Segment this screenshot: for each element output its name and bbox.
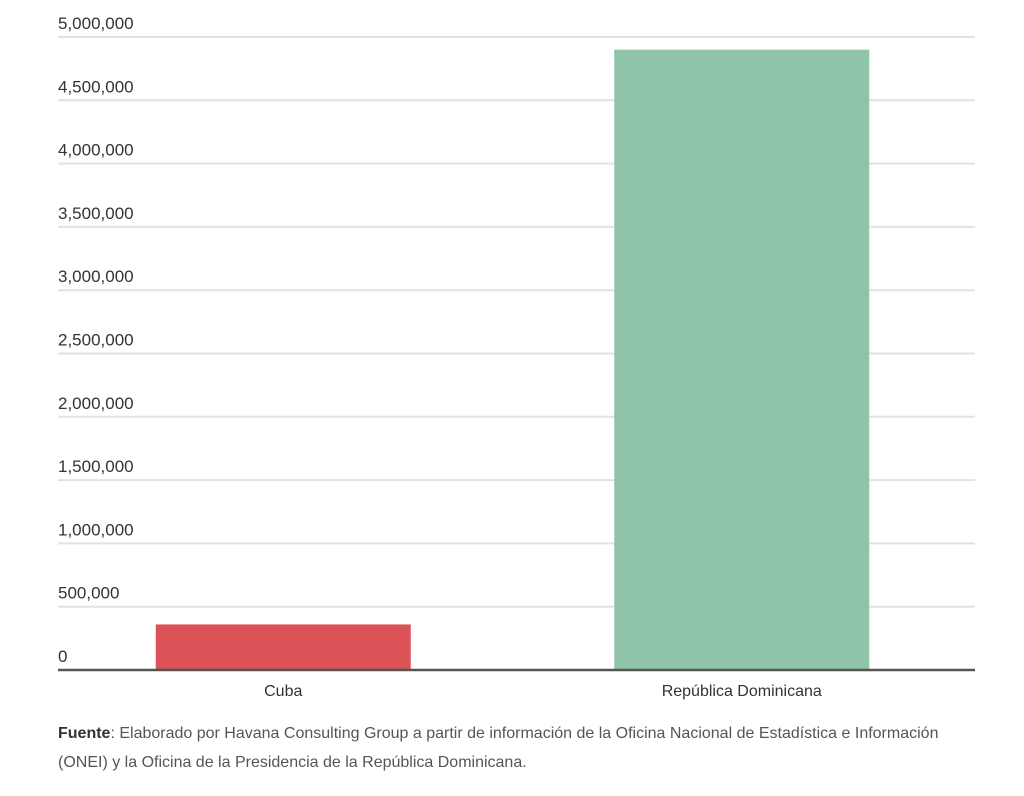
- y-tick-label: 1,000,000: [58, 520, 134, 539]
- source-label: Fuente: [58, 725, 111, 742]
- y-tick-label: 4,500,000: [58, 77, 134, 96]
- source-text: : Elaborado por Havana Consulting Group …: [58, 725, 939, 771]
- y-tick-label: 3,500,000: [58, 204, 134, 223]
- y-tick-label: 2,500,000: [58, 331, 134, 350]
- bar-chart: 0 500,000 1,000,000 1,500,000 2,000,000 2,500…: [58, 14, 975, 700]
- y-tick-label: 2,000,000: [58, 394, 134, 413]
- bar-cuba: [155, 624, 411, 670]
- y-tick-label: 1,500,000: [58, 457, 134, 476]
- x-category-label: Cuba: [264, 683, 302, 700]
- x-category-label: República Dominicana: [662, 683, 822, 700]
- y-tick-label: 5,000,000: [58, 14, 134, 33]
- y-tick-label: 500,000: [58, 584, 119, 603]
- y-tick-label: 3,000,000: [58, 267, 134, 286]
- y-tick-label: 4,000,000: [58, 141, 134, 160]
- source-note: Fuente: Elaborado por Havana Consulting …: [58, 719, 958, 777]
- y-tick-label: 0: [58, 647, 67, 666]
- bar-república-dominicana: [614, 49, 870, 671]
